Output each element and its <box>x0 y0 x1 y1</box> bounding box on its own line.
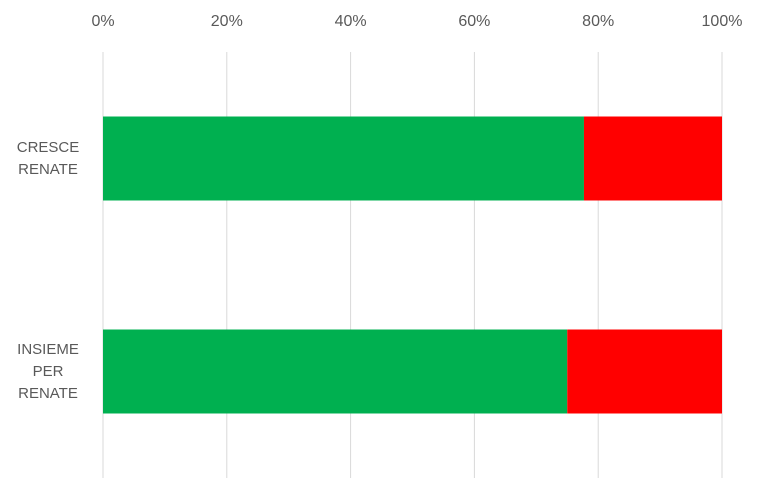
x-tick-label: 100% <box>702 13 743 30</box>
x-tick-label: 20% <box>211 13 243 30</box>
x-tick-label: 0% <box>91 13 114 30</box>
bar-segment <box>567 329 722 414</box>
bar-segment <box>583 116 722 201</box>
x-tick-label: 80% <box>582 13 614 30</box>
x-tick-label: 40% <box>335 13 367 30</box>
y-tick-label: CRESCE RENATE <box>16 138 80 178</box>
y-tick-label: INSIEME PER RENATE <box>17 340 79 402</box>
bar-segment <box>103 116 584 201</box>
bar-segment <box>103 329 568 414</box>
x-tick-label: 60% <box>458 13 490 30</box>
